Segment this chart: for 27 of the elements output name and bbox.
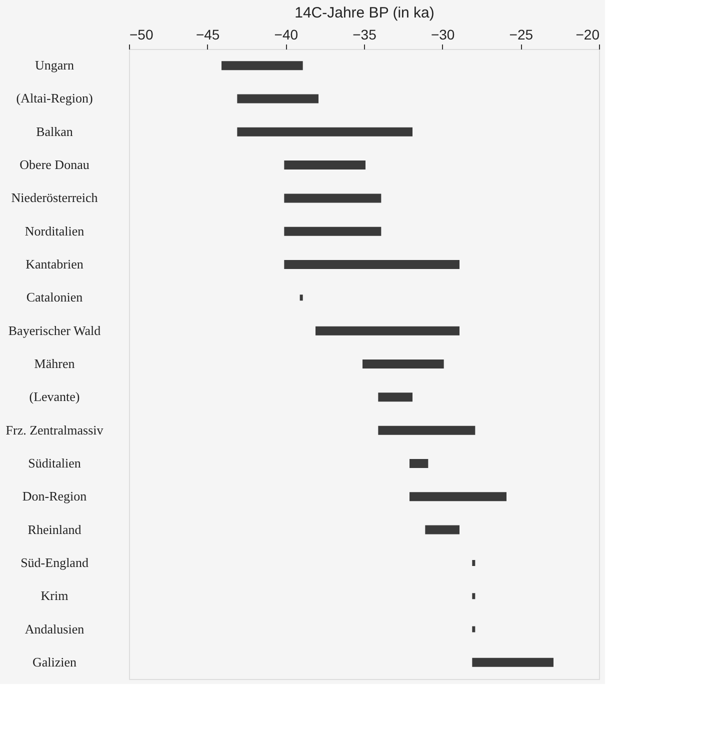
x-axis-title: 14C-Jahre BP (in ka)	[294, 4, 434, 22]
y-tick-label: Bayerischer Wald	[8, 322, 102, 338]
y-tick-label: Mähren	[34, 356, 76, 371]
y-tick-label: Niederösterreich	[11, 190, 98, 206]
y-tick-label: Kantabrien	[26, 256, 84, 272]
x-tick-label: −45	[196, 26, 220, 42]
y-tick-label: Frz. Zentralmassiv	[6, 422, 104, 438]
y-tick-label: Süditalien	[28, 455, 82, 470]
y-tick-label: Obere Donau	[20, 157, 90, 172]
x-tick-label: −25	[509, 26, 534, 42]
y-tick-label: (Levante)	[29, 389, 80, 404]
x-tick-label: −30	[430, 26, 455, 42]
y-tick-label: Catalonien	[26, 290, 84, 305]
x-tick-label: −20	[576, 26, 600, 42]
x-tick-label: −50	[130, 26, 154, 42]
y-tick-label: Ungarn	[35, 58, 74, 73]
y-tick-label: Balkan	[36, 124, 74, 139]
y-tick-label: Norditalien	[24, 223, 85, 238]
y-tick-label: Rheinland	[28, 522, 82, 537]
x-tick-label: −40	[274, 26, 298, 42]
y-tick-label: Krim	[40, 588, 68, 604]
y-tick-label: Galizien	[32, 654, 78, 670]
x-tick-label: −35	[352, 26, 377, 42]
y-tick-label: Andalusien	[24, 621, 85, 636]
y-tick-label: (Altai-Region)	[16, 90, 93, 106]
y-tick-label: Don-Region	[22, 488, 88, 504]
y-tick-label: Süd-England	[20, 554, 89, 570]
